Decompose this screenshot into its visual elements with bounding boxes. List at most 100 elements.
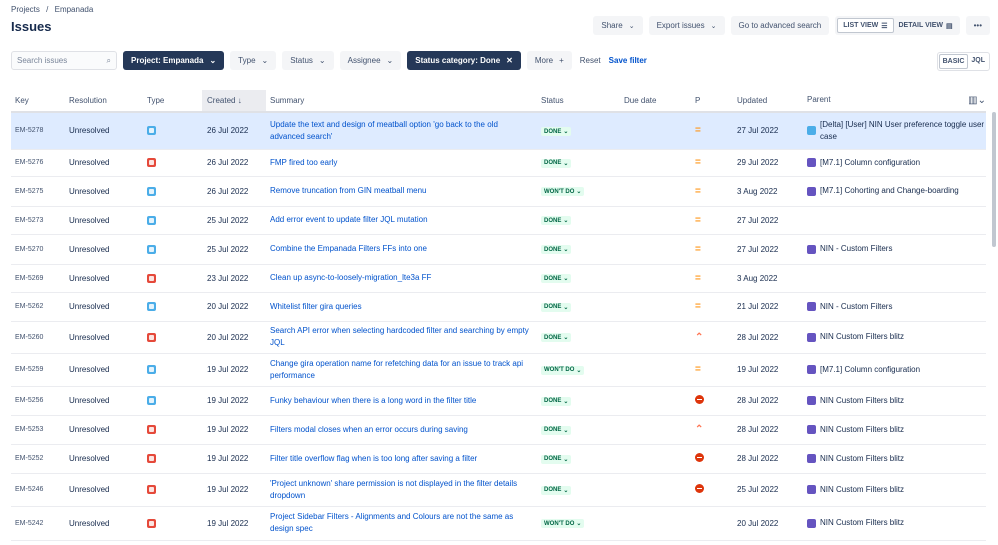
issue-summary[interactable]: 'Project unknown' share permission is no… <box>266 473 541 507</box>
issue-summary[interactable]: Search API error when selecting hardcode… <box>266 321 541 354</box>
table-row[interactable]: EM-5259 Unresolved 19 Jul 2022 Change gira … <box>11 353 986 387</box>
status-category-filter[interactable]: Status category: Done ✕ <box>407 51 521 70</box>
status-lozenge[interactable]: DONE ⌄ <box>541 302 572 312</box>
table-row[interactable]: EM-5256 Unresolved 19 Jul 2022 Funky behavi… <box>11 386 986 416</box>
parent-link[interactable]: NIN Custom Filters blitz <box>807 484 986 496</box>
parent-link[interactable]: NIN Custom Filters blitz <box>807 395 986 407</box>
parent-link[interactable]: [M7.1] Column configuration <box>807 364 986 376</box>
table-row[interactable]: EM-5252 Unresolved 19 Jul 2022 Filter title… <box>11 444 986 474</box>
parent-link[interactable]: NIN Custom Filters blitz <box>807 517 986 529</box>
parent-link[interactable]: NIN - Custom Filters <box>807 243 986 255</box>
table-row[interactable]: EM-5278 Unresolved 26 Jul 2022 Update the t… <box>11 112 986 150</box>
status-lozenge[interactable]: DONE ⌄ <box>541 425 572 435</box>
close-icon[interactable]: ✕ <box>506 56 513 65</box>
parent-link[interactable]: NIN Custom Filters blitz <box>807 424 986 436</box>
status-lozenge[interactable]: DONE ⌄ <box>541 158 572 168</box>
issue-summary[interactable]: Filters modal closes when an error occur… <box>266 415 541 445</box>
breadcrumb-projects-link[interactable]: Projects <box>11 5 40 14</box>
table-row[interactable]: EM-5262 Unresolved 20 Jul 2022 Whitelist fi… <box>11 292 986 322</box>
column-header-resolution[interactable]: Resolution <box>69 90 147 113</box>
basic-mode-button[interactable]: BASIC <box>938 54 969 69</box>
status-lozenge[interactable]: DONE ⌄ <box>541 485 572 495</box>
status-lozenge[interactable]: DONE ⌄ <box>541 396 572 406</box>
share-button[interactable]: Share ⌄ <box>593 16 643 35</box>
issue-summary[interactable]: FMP fired too early <box>266 149 541 177</box>
status-lozenge[interactable]: WON'T DO ⌄ <box>541 365 585 375</box>
column-header-status[interactable]: Status <box>541 90 624 113</box>
status-lozenge[interactable]: DONE ⌄ <box>541 454 572 464</box>
issue-key[interactable]: EM-5260 <box>11 321 69 354</box>
issue-key[interactable]: EM-5262 <box>11 292 69 322</box>
more-filters-button[interactable]: More + <box>526 51 572 70</box>
column-picker-icon[interactable]: ▥⌄ <box>968 95 986 106</box>
column-header-priority[interactable]: P <box>695 90 737 113</box>
table-row[interactable]: EM-5270 Unresolved 25 Jul 2022 Combine the … <box>11 234 986 265</box>
status-lozenge[interactable]: DONE ⌄ <box>541 274 572 284</box>
issue-summary[interactable]: Update the text and design of meatball o… <box>266 112 541 150</box>
status-lozenge[interactable]: DONE ⌄ <box>541 245 572 255</box>
table-row[interactable]: EM-5253 Unresolved 19 Jul 2022 Filters moda… <box>11 415 986 445</box>
issue-key[interactable]: EM-5276 <box>11 149 69 177</box>
table-row[interactable]: EM-5242 Unresolved 19 Jul 2022 Project Side… <box>11 506 986 541</box>
issue-key[interactable]: EM-5253 <box>11 415 69 445</box>
status-lozenge[interactable]: DONE ⌄ <box>541 216 572 226</box>
column-header-parent[interactable]: Parent ▥⌄ <box>807 90 986 113</box>
parent-link[interactable]: [M7.1] Column configuration <box>807 157 986 169</box>
issue-summary[interactable]: Remove truncation from GIN meatball menu <box>266 176 541 207</box>
reset-link[interactable]: Reset <box>579 56 601 65</box>
column-header-updated[interactable]: Updated <box>737 90 807 113</box>
table-row[interactable]: EM-5275 Unresolved 26 Jul 2022 Remove trunc… <box>11 176 986 207</box>
issue-key[interactable]: EM-5259 <box>11 353 69 387</box>
search-input[interactable]: Search issues ⌕ <box>11 51 117 70</box>
issue-summary[interactable]: Filter title overflow flag when is too l… <box>266 444 541 474</box>
advanced-search-button[interactable]: Go to advanced search <box>730 16 830 35</box>
status-lozenge[interactable]: DONE ⌄ <box>541 127 572 136</box>
issue-key[interactable]: EM-5256 <box>11 386 69 416</box>
issue-summary[interactable]: Clean up async-to-loosely-migration_lte3… <box>266 264 541 293</box>
issue-summary[interactable]: Whitelist filter gira queries <box>266 292 541 322</box>
parent-link[interactable]: NIN Custom Filters blitz <box>807 453 986 465</box>
table-row[interactable]: EM-5269 Unresolved 23 Jul 2022 Clean up asy… <box>11 264 986 293</box>
assignee-filter[interactable]: Assignee ⌄ <box>339 51 402 70</box>
issue-summary[interactable]: Change gira operation name for refetchin… <box>266 353 541 387</box>
issue-summary[interactable]: Project Sidebar Filters - Alignments and… <box>266 506 541 541</box>
column-header-summary[interactable]: Summary <box>266 90 541 113</box>
table-row[interactable]: EM-5260 Unresolved 20 Jul 2022 Search API e… <box>11 321 986 354</box>
table-row[interactable]: EM-5246 Unresolved 19 Jul 2022 'Project unk… <box>11 473 986 507</box>
issue-key[interactable]: EM-5246 <box>11 473 69 507</box>
status-lozenge[interactable]: WON'T DO ⌄ <box>541 187 585 197</box>
issue-key[interactable]: EM-5270 <box>11 234 69 265</box>
issue-summary[interactable]: Funky behaviour when there is a long wor… <box>266 386 541 416</box>
scrollbar[interactable] <box>992 112 996 247</box>
column-header-due-date[interactable]: Due date <box>624 90 695 113</box>
issue-key[interactable]: EM-5275 <box>11 176 69 207</box>
status-lozenge[interactable]: DONE ⌄ <box>541 333 572 343</box>
export-issues-button[interactable]: Export issues ⌄ <box>648 16 725 35</box>
type-filter[interactable]: Type ⌄ <box>230 51 277 70</box>
parent-link[interactable]: NIN Custom Filters blitz <box>807 331 986 343</box>
issue-key[interactable]: EM-5252 <box>11 444 69 474</box>
issue-summary[interactable]: Combine the Empanada Filters FFs into on… <box>266 234 541 265</box>
list-view-button[interactable]: LIST VIEW ☰ <box>837 18 894 33</box>
issue-key[interactable]: EM-5273 <box>11 206 69 235</box>
parent-link[interactable]: [Delta] [User] NIN User preference toggl… <box>807 119 986 143</box>
parent-link[interactable]: [M7.1] Cohorting and Change-boarding <box>807 185 986 197</box>
table-row[interactable]: EM-5276 Unresolved 26 Jul 2022 FMP fired to… <box>11 149 986 177</box>
issue-key[interactable]: EM-5278 <box>11 112 69 150</box>
parent-link[interactable]: NIN - Custom Filters <box>807 301 986 313</box>
column-header-key[interactable]: Key <box>11 90 69 113</box>
project-filter[interactable]: Project: Empanada ⌄ <box>123 51 225 70</box>
column-header-type[interactable]: Type <box>147 90 202 113</box>
breadcrumb-project-link[interactable]: Empanada <box>54 5 94 14</box>
jql-mode-button[interactable]: JQL <box>971 57 985 64</box>
status-filter[interactable]: Status ⌄ <box>282 51 334 70</box>
detail-view-button[interactable]: DETAIL VIEW ▤ <box>894 18 958 33</box>
issue-key[interactable]: EM-5269 <box>11 264 69 293</box>
issue-summary[interactable]: Add error event to update filter JQL mut… <box>266 206 541 235</box>
column-header-created[interactable]: Created ↓ <box>202 90 266 113</box>
status-lozenge[interactable]: WON'T DO ⌄ <box>541 519 585 529</box>
more-actions-button[interactable]: ••• <box>965 16 990 35</box>
issue-key[interactable]: EM-5242 <box>11 506 69 541</box>
table-row[interactable]: EM-5273 Unresolved 25 Jul 2022 Add error ev… <box>11 206 986 235</box>
save-filter-link[interactable]: Save filter <box>608 56 647 65</box>
